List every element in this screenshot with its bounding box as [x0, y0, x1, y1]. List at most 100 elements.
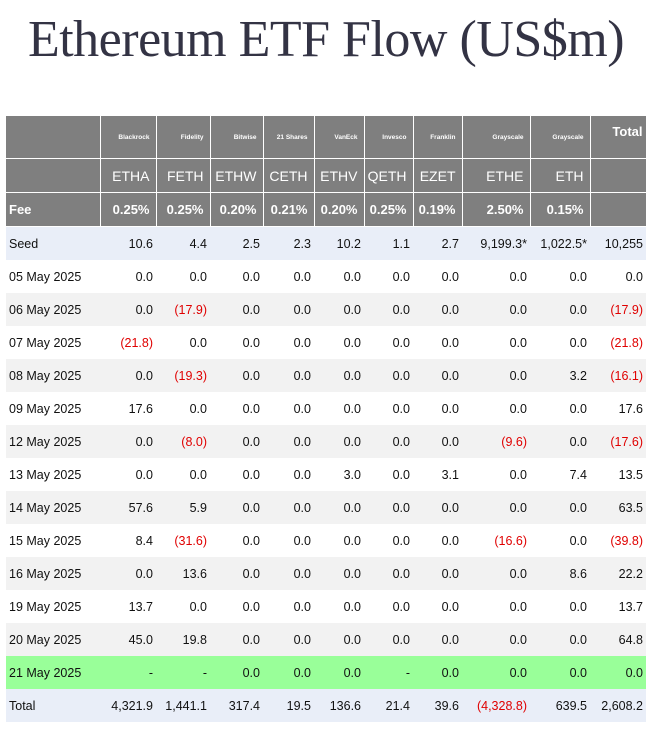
flow-cell: 0.0 — [364, 425, 413, 458]
flow-cell: 0.0 — [462, 392, 530, 425]
flow-cell: 13.7 — [100, 590, 156, 623]
row-total: (17.9) — [590, 293, 646, 326]
flow-cell: 0.0 — [263, 260, 314, 293]
flow-cell: 0.0 — [156, 590, 210, 623]
table-row: 20 May 2025 45.0 19.8 0.0 0.0 0.0 0.0 0.0 0.0 0.0… — [6, 623, 646, 656]
ticker-header: QETH — [364, 158, 414, 193]
flow-cell: 0.0 — [100, 359, 156, 392]
flow-cell: 136.6 — [314, 689, 364, 722]
row-label: 12 May 2025 — [6, 425, 100, 458]
flow-cell: 0.0 — [210, 557, 263, 590]
flow-cell: 3.0 — [314, 458, 364, 491]
flow-cell: 0.0 — [364, 359, 413, 392]
flow-cell: 0.0 — [210, 326, 263, 359]
flow-cell: 0.0 — [314, 557, 364, 590]
flow-cell: 0.0 — [413, 491, 462, 524]
flow-cell: 10.2 — [314, 226, 364, 260]
fee-value: 0.25% — [364, 192, 414, 227]
flow-cell: 0.0 — [364, 491, 413, 524]
table-row: 16 May 2025 0.0 13.6 0.0 0.0 0.0 0.0 0.0 0.0 8.6 2… — [6, 557, 646, 590]
flow-cell: 4.4 — [156, 226, 210, 260]
flow-cell: 0.0 — [210, 656, 263, 689]
row-label: Total — [6, 689, 100, 722]
issuer-header: Fidelity — [156, 116, 211, 159]
flow-cell: 0.0 — [530, 425, 590, 458]
flow-cell: - — [100, 656, 156, 689]
flow-cell: 0.0 — [364, 524, 413, 557]
ticker-header: ETHW — [210, 158, 264, 193]
page-title: Ethereum ETF Flow (US$m) — [27, 11, 625, 68]
row-total: 63.5 — [590, 491, 646, 524]
flow-cell: 0.0 — [210, 590, 263, 623]
flow-cell: (31.6) — [156, 524, 210, 557]
row-total: 0.0 — [590, 260, 646, 293]
flow-cell: 0.0 — [413, 623, 462, 656]
row-total: 2,608.2 — [590, 689, 646, 722]
flow-cell: 0.0 — [364, 590, 413, 623]
row-total: 22.2 — [590, 557, 646, 590]
flow-cell: (16.6) — [462, 524, 530, 557]
row-total: 64.8 — [590, 623, 646, 656]
flow-cell: 0.0 — [462, 623, 530, 656]
flow-cell: 0.0 — [413, 359, 462, 392]
fee-label: Fee — [6, 192, 101, 227]
flow-cell: 0.0 — [314, 425, 364, 458]
table-row: 06 May 2025 0.0 (17.9) 0.0 0.0 0.0 0.0 0.0 0.0 0.… — [6, 293, 646, 326]
flow-cell: 0.0 — [263, 524, 314, 557]
corner-cell — [6, 116, 101, 159]
flow-cell: 0.0 — [462, 293, 530, 326]
issuer-header: Invesco — [364, 116, 414, 159]
issuer-header: Bitwise — [210, 116, 264, 159]
issuer-header: Grayscale — [530, 116, 591, 159]
flow-cell: 0.0 — [413, 524, 462, 557]
flow-cell: 0.0 — [530, 656, 590, 689]
row-label: 07 May 2025 — [6, 326, 100, 359]
flow-cell: 0.0 — [462, 326, 530, 359]
flow-cell: 0.0 — [100, 425, 156, 458]
row-total: 17.6 — [590, 392, 646, 425]
flow-cell: 0.0 — [314, 590, 364, 623]
flow-cell: 19.8 — [156, 623, 210, 656]
ticker-header: ETH — [530, 158, 591, 193]
row-label: 09 May 2025 — [6, 392, 100, 425]
table-row: 08 May 2025 0.0 (19.3) 0.0 0.0 0.0 0.0 0.0 0.0 3.… — [6, 359, 646, 392]
flow-cell: 0.0 — [364, 326, 413, 359]
flow-cell: 21.4 — [364, 689, 413, 722]
ticker-header: ETHE — [462, 158, 531, 193]
flow-cell: 0.0 — [462, 557, 530, 590]
issuer-header: Blackrock — [100, 116, 157, 159]
table-row: 07 May 2025 (21.8) 0.0 0.0 0.0 0.0 0.0 0.0 0.0 0.… — [6, 326, 646, 359]
row-total: (39.8) — [590, 524, 646, 557]
flow-cell: 8.4 — [100, 524, 156, 557]
fee-value: 0.20% — [314, 192, 365, 227]
flow-cell: - — [364, 656, 413, 689]
flow-cell: 0.0 — [530, 392, 590, 425]
flow-cell: 0.0 — [462, 656, 530, 689]
flow-cell: 0.0 — [210, 623, 263, 656]
flow-table-body: Seed 10.6 4.4 2.5 2.3 10.2 1.1 2.7 9,199.3* 1,022… — [6, 226, 646, 722]
total-row: Total 4,321.9 1,441.1 317.4 19.5 136.6 21.4 39.… — [6, 689, 646, 722]
ticker-header: ETHV — [314, 158, 365, 193]
fee-value: 0.19% — [413, 192, 463, 227]
flow-cell: 0.0 — [530, 491, 590, 524]
flow-cell: 19.5 — [263, 689, 314, 722]
row-label: 20 May 2025 — [6, 623, 100, 656]
row-total: (21.8) — [590, 326, 646, 359]
flow-cell: 0.0 — [263, 293, 314, 326]
flow-cell: 10.6 — [100, 226, 156, 260]
flow-cell: 0.0 — [314, 623, 364, 656]
row-label: 06 May 2025 — [6, 293, 100, 326]
row-label: Seed — [6, 226, 100, 260]
ticker-header: CETH — [263, 158, 315, 193]
flow-cell: 45.0 — [100, 623, 156, 656]
flow-cell: 0.0 — [413, 293, 462, 326]
ticker-label-cell — [6, 158, 101, 193]
fee-value: 0.21% — [263, 192, 315, 227]
flow-cell: 0.0 — [364, 392, 413, 425]
total-header: Total — [590, 116, 647, 159]
row-label: 14 May 2025 — [6, 491, 100, 524]
issuer-header: 21 Shares — [263, 116, 315, 159]
flow-cell: 0.0 — [364, 623, 413, 656]
flow-cell: 17.6 — [100, 392, 156, 425]
flow-cell: 0.0 — [100, 557, 156, 590]
